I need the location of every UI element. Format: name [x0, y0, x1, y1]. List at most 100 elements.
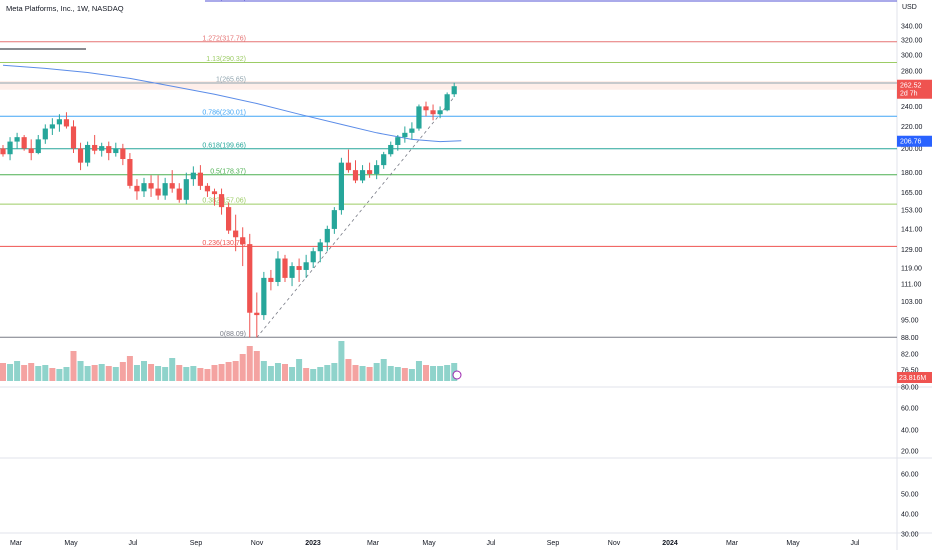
candle-body: [92, 144, 98, 151]
volume-bar: [169, 358, 176, 381]
price-tick-label: 200.00: [901, 146, 923, 153]
volume-value-label: 23.816M: [899, 375, 926, 382]
volume-bar: [7, 364, 14, 381]
candle-body: [338, 162, 344, 211]
price-tick-label: 220.00: [901, 124, 923, 131]
candle-body: [148, 183, 154, 189]
events-marker: [452, 370, 462, 380]
candle-body: [367, 170, 373, 174]
candle-body: [444, 94, 450, 111]
candle-body: [374, 165, 380, 174]
volume-bar: [310, 369, 317, 381]
volume-bar: [359, 366, 366, 381]
price-tick-label: 320.00: [901, 38, 923, 45]
candle-body: [204, 185, 211, 192]
volume-bar: [204, 369, 211, 381]
countdown-label: 2d 7h: [900, 91, 918, 98]
volume-bar: [0, 363, 6, 381]
candle-body: [402, 132, 408, 138]
volume-bar: [296, 359, 303, 381]
volume-bar: [430, 366, 437, 381]
price-tick-label: 76.50: [901, 367, 919, 374]
volume-bar: [133, 365, 140, 381]
price-tick-label: 300.00: [901, 53, 923, 60]
pane2-tick-label: 20.00: [901, 449, 919, 456]
candle-body: [381, 154, 387, 166]
candle-body: [345, 162, 352, 171]
volume-bar: [126, 356, 133, 381]
candle-body: [451, 86, 457, 95]
volume-bar: [380, 359, 387, 381]
price-tick-label: 95.00: [901, 317, 919, 324]
volume-bar: [155, 366, 162, 381]
price-tick-label: 111.00: [901, 282, 921, 289]
volume-bar: [408, 369, 415, 381]
candle-body: [49, 124, 55, 129]
candle-body: [42, 128, 48, 140]
candle-body: [226, 207, 232, 231]
volume-bar: [98, 364, 105, 381]
fib-level-label: 0.5(178.37): [210, 168, 246, 175]
pane3-tick-label: 30.00: [901, 532, 919, 539]
candle-body: [106, 146, 112, 154]
volume-bar: [197, 368, 204, 381]
volume-bar: [183, 367, 190, 381]
price-tick-label: 103.00: [901, 299, 923, 306]
candle-body: [331, 210, 337, 229]
volume-bar: [77, 361, 84, 381]
volume-bar: [49, 368, 56, 381]
volume-bar: [303, 368, 310, 381]
price-tick-label: 153.00: [901, 208, 923, 215]
price-tick-label: 180.00: [901, 170, 923, 177]
volume-bar: [331, 363, 338, 381]
pane3-tick-label: 60.00: [901, 472, 919, 479]
candle-body: [395, 137, 401, 145]
volume-bar: [423, 365, 429, 381]
candle-body: [388, 144, 394, 155]
volume-bar: [21, 365, 28, 381]
time-tick-label: Jul: [487, 540, 496, 547]
candle-body: [127, 159, 133, 186]
volume-bar: [274, 363, 281, 381]
candle-body: [296, 266, 302, 270]
time-tick-label: 2024: [662, 540, 678, 547]
fib-level-label: 0.382(157.06): [202, 198, 246, 205]
candle-body: [211, 191, 218, 195]
time-tick-label: Nov: [251, 540, 264, 547]
candle-body: [56, 119, 62, 125]
volume-bar: [70, 351, 77, 381]
volume-bar: [42, 365, 49, 381]
fib-level-label: 0.618(199.66): [202, 142, 246, 149]
candle-body: [416, 106, 422, 129]
time-tick-label: Mar: [367, 540, 380, 547]
volume-bar: [56, 369, 63, 381]
time-tick-label: Sep: [547, 540, 560, 547]
candle-body: [176, 188, 182, 200]
candle-body: [218, 194, 225, 208]
volume-bar: [394, 367, 401, 381]
ma-value-tag: [897, 135, 932, 147]
volume-bar: [282, 364, 288, 381]
last-price-tag: [897, 79, 932, 99]
volume-bar: [352, 365, 359, 381]
pane2-tick-label: 80.00: [901, 385, 919, 392]
time-tick-label: 2023: [305, 540, 321, 547]
candle-body: [437, 110, 443, 115]
candle-body: [35, 139, 41, 154]
volume-bar: [63, 367, 70, 381]
candle-body: [240, 237, 246, 245]
candle-body: [162, 183, 168, 196]
candle-body: [423, 106, 429, 111]
volume-bar: [401, 368, 408, 381]
volume-bar: [232, 361, 239, 381]
volume-bar: [28, 363, 35, 381]
time-tick-label: Nov: [608, 540, 621, 547]
volume-bar: [35, 366, 42, 381]
candle-body: [0, 148, 6, 155]
volume-bar: [267, 366, 274, 381]
volume-bar: [141, 361, 147, 381]
time-tick-label: Mar: [726, 540, 739, 547]
candle-body: [155, 188, 161, 196]
